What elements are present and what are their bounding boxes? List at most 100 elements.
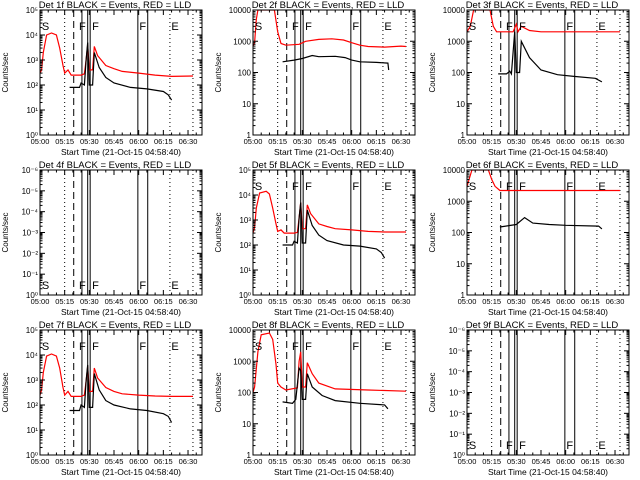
x-tick-label: 05:15 [55, 137, 74, 146]
y-tick-label: 10⁻⁶ [22, 166, 38, 175]
y-tick-label: 1 [460, 291, 465, 300]
event-label-f: F [506, 440, 513, 452]
x-axis-title: Start Time (21-Oct-15 04:58:40) [488, 467, 608, 477]
event-label-f: F [292, 341, 299, 353]
y-tick-label: 10³ [26, 376, 38, 385]
y-axis-title: Counts/sec [1, 372, 10, 412]
detector-panel-8: Det 8f BLACK = Events, RED = LLD S F F F E 100… [213, 320, 426, 480]
y-tick-label: 10⁵ [239, 166, 251, 175]
x-tick-label: 05:00 [457, 137, 476, 146]
x-tick-label: 06:15 [367, 297, 386, 306]
y-tick-label: 10¹ [26, 106, 38, 115]
y-tick-label: 10⁻³ [22, 229, 38, 238]
events-series-line [282, 202, 386, 259]
x-tick-label: 06:30 [179, 137, 198, 146]
event-label-f: F [353, 21, 360, 33]
x-tick-label: 05:15 [482, 137, 501, 146]
x-tick-label: 05:45 [531, 137, 550, 146]
x-tick-label: 06:30 [179, 457, 198, 466]
event-label-f: F [353, 341, 360, 353]
y-axis-title: Counts/sec [428, 372, 437, 412]
detector-panel-2: Det 2f BLACK = Events, RED = LLD S F F F E 100… [213, 0, 426, 160]
event-label-e: E [171, 341, 178, 353]
y-tick-label: 100 [451, 69, 465, 78]
x-axis-title: Start Time (21-Oct-15 04:58:40) [274, 307, 394, 317]
panel-title: Det 2f BLACK = Events, RED = LLD [252, 0, 405, 11]
y-tick-label: 10 [242, 420, 251, 429]
x-tick-label: 06:30 [392, 457, 411, 466]
x-tick-label: 06:15 [367, 137, 386, 146]
plot-frame [252, 169, 416, 296]
y-tick-label: 10⁻³ [449, 389, 465, 398]
event-label-s: S [468, 440, 475, 452]
x-tick-label: 05:45 [531, 457, 550, 466]
event-label-f: F [519, 21, 526, 33]
x-tick-label: 06:00 [556, 457, 575, 466]
event-label-f: F [79, 280, 86, 292]
panel-title: Det 9f BLACK = Events, RED = LLD [465, 320, 618, 331]
y-tick-label: 10⁴ [26, 351, 39, 360]
event-label-f: F [92, 341, 99, 353]
x-tick-label: 05:45 [318, 457, 337, 466]
y-tick-label: 10⁴ [239, 191, 252, 200]
x-axis-title: Start Time (21-Oct-15 04:58:40) [488, 307, 608, 317]
y-axis-title: Counts/sec [1, 212, 10, 252]
detector-panel-7: Det 7f BLACK = Events, RED = LLD S F F F E 10⁵… [0, 320, 213, 480]
y-tick-label: 10⁰ [26, 131, 38, 140]
y-tick-label: 10000 [229, 6, 252, 15]
y-axis-title: Counts/sec [428, 212, 437, 252]
y-tick-label: 1 [460, 131, 465, 140]
event-label-s: S [255, 21, 262, 33]
x-tick-label: 05:00 [244, 137, 263, 146]
x-tick-label: 06:30 [605, 297, 624, 306]
x-tick-label: 05:45 [105, 137, 124, 146]
x-tick-label: 06:00 [343, 297, 362, 306]
x-tick-label: 05:00 [244, 297, 263, 306]
events-series-line [69, 42, 173, 101]
y-tick-label: 10⁻⁵ [448, 347, 464, 356]
event-label-f: F [566, 440, 573, 452]
event-label-f: F [519, 440, 526, 452]
panel-title: Det 5f BLACK = Events, RED = LLD [252, 160, 405, 171]
event-label-f: F [305, 181, 312, 193]
y-tick-label: 10⁰ [26, 451, 38, 460]
plot-frame [39, 329, 203, 456]
y-tick-label: 10⁻⁴ [448, 368, 465, 377]
x-tick-label: 05:30 [507, 137, 526, 146]
panel-title: Det 3f BLACK = Events, RED = LLD [465, 0, 618, 11]
y-tick-label: 10⁻⁴ [21, 208, 38, 217]
event-label-e: E [598, 21, 605, 33]
panel-title: Det 8f BLACK = Events, RED = LLD [252, 320, 405, 331]
panel-title: Det 1f BLACK = Events, RED = LLD [39, 0, 192, 11]
events-series-line [69, 364, 173, 423]
x-tick-label: 06:00 [343, 457, 362, 466]
x-tick-label: 05:00 [31, 457, 50, 466]
plot-frame [39, 9, 203, 136]
x-tick-label: 05:30 [80, 457, 99, 466]
plot-frame [39, 169, 203, 296]
x-tick-label: 05:45 [105, 457, 124, 466]
event-label-f: F [353, 181, 360, 193]
y-tick-label: 10⁰ [453, 451, 465, 460]
event-label-s: S [42, 341, 49, 353]
event-label-f: F [519, 181, 526, 193]
y-tick-label: 1 [247, 131, 252, 140]
event-label-s: S [42, 280, 49, 292]
y-tick-label: 10 [456, 100, 465, 109]
y-axis-title: Counts/sec [428, 52, 437, 92]
y-tick-label: 10⁵ [26, 326, 38, 335]
event-label-e: E [598, 181, 605, 193]
x-axis-title: Start Time (21-Oct-15 04:58:40) [61, 307, 181, 317]
y-tick-label: 1000 [447, 37, 465, 46]
event-label-e: E [385, 21, 392, 33]
y-tick-label: 10⁴ [26, 31, 39, 40]
event-label-f: F [292, 21, 299, 33]
x-tick-label: 06:15 [581, 137, 600, 146]
events-series-line [499, 216, 602, 230]
y-tick-label: 10⁻⁵ [22, 187, 38, 196]
